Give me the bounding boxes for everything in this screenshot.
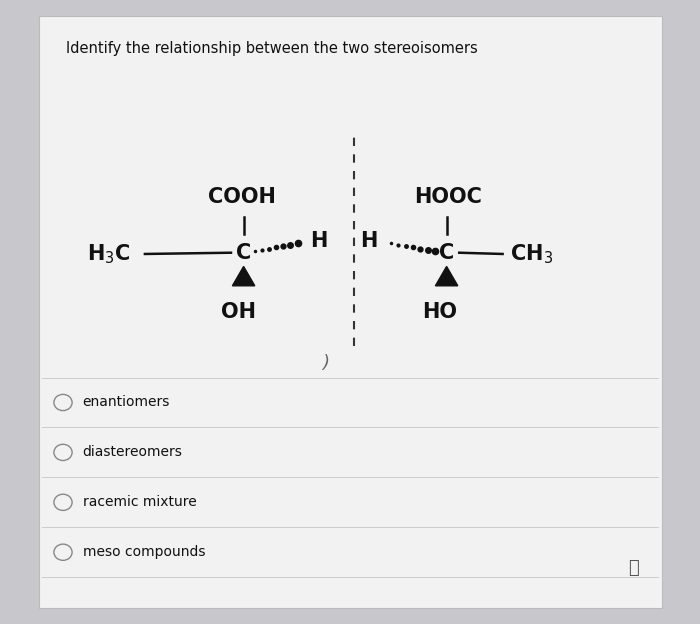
- Text: ): ): [322, 354, 329, 372]
- Polygon shape: [232, 266, 255, 286]
- Text: CH$_3$: CH$_3$: [510, 242, 554, 266]
- Text: racemic mixture: racemic mixture: [83, 495, 196, 509]
- Text: H: H: [310, 232, 328, 251]
- Text: C: C: [439, 243, 454, 263]
- Text: meso compounds: meso compounds: [83, 545, 205, 559]
- Text: HOOC: HOOC: [414, 187, 482, 207]
- Text: C: C: [236, 243, 251, 263]
- Text: diastereomers: diastereomers: [83, 446, 183, 459]
- Text: ✋: ✋: [628, 559, 639, 577]
- FancyBboxPatch shape: [38, 16, 661, 608]
- Text: COOH: COOH: [208, 187, 275, 207]
- Text: enantiomers: enantiomers: [83, 396, 170, 409]
- Polygon shape: [435, 266, 458, 286]
- Text: HO: HO: [422, 302, 457, 322]
- Text: Identify the relationship between the two stereoisomers: Identify the relationship between the tw…: [66, 41, 478, 56]
- Text: H: H: [360, 232, 378, 251]
- Text: OH: OH: [220, 302, 256, 322]
- Text: H$_3$C: H$_3$C: [87, 242, 130, 266]
